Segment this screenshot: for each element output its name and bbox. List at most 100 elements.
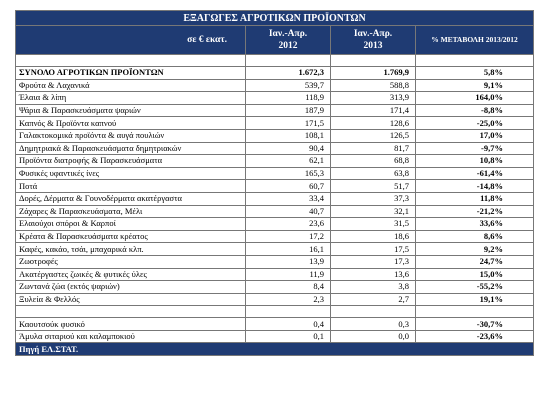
value-2012: 17,2 (245, 229, 331, 244)
source: Πηγή ΕΛ.ΣΤΑΤ. (15, 342, 534, 357)
value-2012: 0,1 (245, 329, 331, 344)
value-2012: 16,1 (245, 242, 331, 256)
data-row: Γαλακτοκομικά προϊόντα & αυγά πουλιών 108… (15, 128, 534, 143)
empty-cell (15, 305, 246, 319)
value-2012: 2,3 (245, 292, 331, 307)
category: Ακατέργαστες ζωικές & φυτικές ύλες (15, 267, 246, 282)
data-row: Φυσικές υφαντικές ίνες 165,3 63,8 -61,4% (15, 166, 534, 181)
value-2012: 171,5 (245, 116, 331, 130)
blank-row (15, 54, 534, 67)
category: Γαλακτοκομικά προϊόντα & αυγά πουλιών (15, 128, 246, 143)
data-row: Έλαια & λίπη 118,9 313,9 164,0% (15, 91, 534, 105)
value-2013: 17,3 (330, 254, 416, 269)
data-row: Προϊόντα διατροφής & Παρασκευάσματα 62,1 6… (15, 154, 534, 168)
value-2012: 1.672,3 (245, 66, 331, 80)
value-2013: 313,9 (330, 91, 416, 105)
category: Δημητριακά & Παρασκευάσματα δημητριακών (15, 141, 246, 156)
value-2012: 108,1 (245, 128, 331, 143)
value-2013: 171,4 (330, 103, 416, 118)
change: 164,0% (415, 91, 534, 105)
value-2012: 539,7 (245, 78, 331, 93)
value-2012: 8,4 (245, 280, 331, 294)
category: Ζάχαρες & Παρασκευάσματα, Μέλι (15, 204, 246, 219)
data-row: Φρούτα & Λαχανικά 539,7 588,8 9,1% (15, 78, 534, 93)
value-2013: 126,5 (330, 128, 416, 143)
category: Προϊόντα διατροφής & Παρασκευάσματα (15, 154, 246, 168)
data-row: Καφές, κακάο, τσάι, μπαχαρικά κλπ. 16,1 17… (15, 242, 534, 256)
value-2013: 588,8 (330, 78, 416, 93)
change: 24,7% (415, 254, 534, 269)
value-2012: 0,4 (245, 317, 331, 331)
change: -14,8% (415, 179, 534, 193)
data-row: Καπνός & Προϊόντα καπνού 171,5 128,6 -25,0% (15, 116, 534, 130)
unit-header: σε € εκατ. (15, 25, 246, 55)
change: -23,6% (415, 329, 534, 344)
data-row: Ζωοτροφές 13,9 17,3 24,7% (15, 254, 534, 269)
header-row: σε € εκατ. Ιαν.-Απρ. 2012 Ιαν.-Απρ. 2013 %… (15, 25, 534, 55)
value-2012: 90,4 (245, 141, 331, 156)
value-2012: 40,7 (245, 204, 331, 219)
change: -9,7% (415, 141, 534, 156)
change: 11,8% (415, 191, 534, 206)
category: Ξυλεία & Φελλός (15, 292, 246, 307)
category: Άμυλα σιταριού και καλαμποκιού (15, 329, 246, 344)
table-title: ΕΞΑΓΩΓΕΣ ΑΓΡΟΤΙΚΩΝ ΠΡΟΪΟΝΤΩΝ (15, 10, 534, 26)
value-2013: 17,5 (330, 242, 416, 256)
title-row: ΕΞΑΓΩΓΕΣ ΑΓΡΟΤΙΚΩΝ ΠΡΟΪΟΝΤΩΝ (15, 10, 534, 26)
blank-row (15, 305, 534, 319)
change: 33,6% (415, 217, 534, 231)
data-row: Ζάχαρες & Παρασκευάσματα, Μέλι 40,7 32,1 -2… (15, 204, 534, 219)
data-row: Ζωντανά ζώα (εκτός ψαριών) 8,4 3,8 -55,2% (15, 280, 534, 294)
year: 2012 (278, 41, 298, 51)
value-2012: 187,9 (245, 103, 331, 118)
value-2013: 128,6 (330, 116, 416, 130)
value-2013: 63,8 (330, 166, 416, 181)
change: 9,1% (415, 78, 534, 93)
period: Ιαν.-Απρ. (268, 29, 308, 39)
change-header: % ΜΕΤΑΒΟΛΗ 2013/2012 (415, 25, 534, 55)
category: Καπνός & Προϊόντα καπνού (15, 116, 246, 130)
empty-cell (330, 305, 416, 319)
data-row: Δορές, Δέρματα & Γουνοδέρματα ακατέργαστ… (15, 191, 534, 206)
value-2013: 37,3 (330, 191, 416, 206)
category: Δορές, Δέρματα & Γουνοδέρματα ακατέργαστ… (15, 191, 246, 206)
value-2012: 13,9 (245, 254, 331, 269)
category: Φρούτα & Λαχανικά (15, 78, 246, 93)
change: 10,8% (415, 154, 534, 168)
empty-cell (245, 305, 331, 319)
value-2013: 3,8 (330, 280, 416, 294)
empty-cell (415, 305, 534, 319)
value-2012: 118,9 (245, 91, 331, 105)
value-2012: 11,9 (245, 267, 331, 282)
category: Ζωοτροφές (15, 254, 246, 269)
source-row: Πηγή ΕΛ.ΣΤΑΤ. (15, 342, 534, 357)
data-row: Ακατέργαστες ζωικές & φυτικές ύλες 11,9 13… (15, 267, 534, 282)
data-row: Ψάρια & Παρασκευάσματα ψαριών 187,9 171,4-… (15, 103, 534, 118)
value-2013: 68,8 (330, 154, 416, 168)
value-2013: 0,0 (330, 329, 416, 344)
change: 9,2% (415, 242, 534, 256)
data-row: Άμυλα σιταριού και καλαμποκιού 0,1 0,0 -23,… (15, 329, 534, 344)
value-2013: 18,6 (330, 229, 416, 244)
value-2012: 33,4 (245, 191, 331, 206)
value-2013: 2,7 (330, 292, 416, 307)
change: 15,0% (415, 267, 534, 282)
change: 19,1% (415, 292, 534, 307)
category: ΣΥΝΟΛΟ ΑΓΡΟΤΙΚΩΝ ΠΡΟΪΟΝΤΩΝ (15, 66, 246, 80)
col-header: Ιαν.-Απρ. 2012 (245, 25, 331, 55)
change: -55,2% (415, 280, 534, 294)
year: 2013 (363, 41, 383, 51)
value-2012: 165,3 (245, 166, 331, 181)
change: -61,4% (415, 166, 534, 181)
value-2013: 31,5 (330, 217, 416, 231)
data-row: Ελαιούχοι σπόροι & Καρποί 23,6 31,5 33,6% (15, 217, 534, 231)
data-row: Κρέατα & Παρασκευάσματα κρέατος 17,2 18,6 8… (15, 229, 534, 244)
change: 17,0% (415, 128, 534, 143)
change: -21,2% (415, 204, 534, 219)
category: Ζωντανά ζώα (εκτός ψαριών) (15, 280, 246, 294)
category: Κρέατα & Παρασκευάσματα κρέατος (15, 229, 246, 244)
category: Ποτά (15, 179, 246, 193)
value-2013: 51,7 (330, 179, 416, 193)
change: 8,6% (415, 229, 534, 244)
